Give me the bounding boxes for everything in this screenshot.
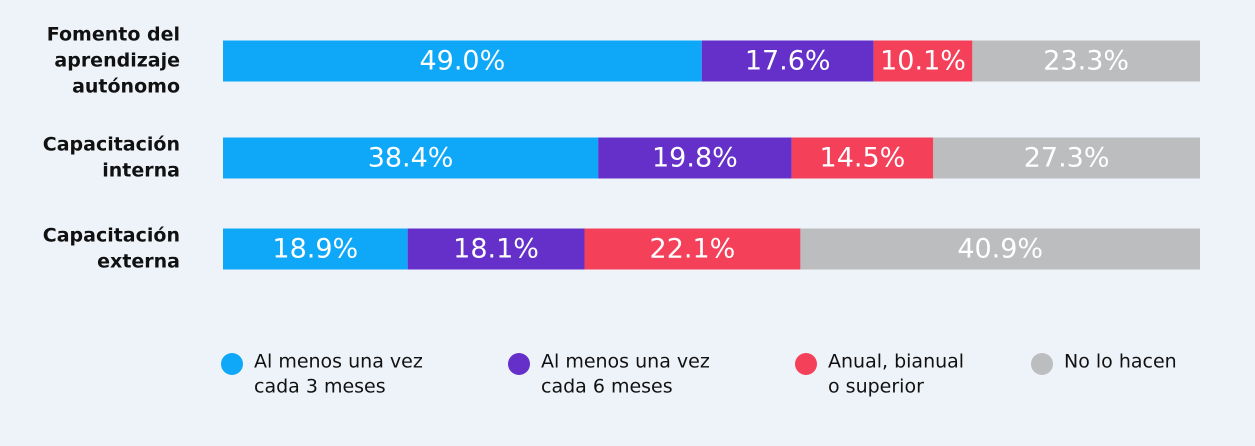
bar-segment bbox=[223, 40, 702, 82]
bar-segment bbox=[223, 228, 408, 270]
legend-swatch bbox=[508, 353, 530, 375]
value-label: 49.0% bbox=[419, 46, 505, 77]
value-label: 38.4% bbox=[368, 143, 454, 174]
bar-segment bbox=[972, 40, 1200, 82]
legend-label: Al menos una vez bbox=[254, 351, 423, 373]
category-label: Capacitación bbox=[43, 225, 180, 247]
value-label: 22.1% bbox=[650, 234, 736, 265]
value-label: 40.9% bbox=[957, 234, 1043, 265]
value-label: 18.1% bbox=[453, 234, 539, 265]
legend-label: o superior bbox=[828, 376, 924, 398]
value-label: 10.1% bbox=[880, 46, 966, 77]
bar-segment bbox=[598, 137, 792, 179]
legend-label: Al menos una vez bbox=[541, 351, 710, 373]
bar-segment bbox=[933, 137, 1200, 179]
legend-label: cada 3 meses bbox=[254, 376, 386, 398]
category-label: aprendizaje bbox=[54, 50, 180, 72]
value-label: 23.3% bbox=[1043, 46, 1129, 77]
bar-segment bbox=[584, 228, 801, 270]
value-label: 14.5% bbox=[820, 143, 906, 174]
value-label: 17.6% bbox=[745, 46, 831, 77]
bar-segment bbox=[873, 40, 973, 82]
category-label: interna bbox=[102, 160, 180, 182]
legend-swatch bbox=[221, 353, 243, 375]
value-label: 18.9% bbox=[272, 234, 358, 265]
legend-swatch bbox=[1031, 353, 1053, 375]
category-label: Capacitación bbox=[43, 134, 180, 156]
bar-segment bbox=[223, 137, 599, 179]
value-label: 27.3% bbox=[1024, 143, 1110, 174]
category-label: autónomo bbox=[72, 76, 180, 98]
category-label: externa bbox=[97, 251, 180, 273]
legend-label: cada 6 meses bbox=[541, 376, 673, 398]
legend-label: No lo hacen bbox=[1064, 351, 1177, 373]
legend-swatch bbox=[795, 353, 817, 375]
bar-segment bbox=[800, 228, 1200, 270]
value-label: 19.8% bbox=[652, 143, 738, 174]
legend-label: Anual, bianual bbox=[828, 351, 964, 373]
bar-segment bbox=[701, 40, 874, 82]
bar-segment bbox=[407, 228, 585, 270]
bar-segment bbox=[791, 137, 934, 179]
category-label: Fomento del bbox=[47, 24, 180, 46]
